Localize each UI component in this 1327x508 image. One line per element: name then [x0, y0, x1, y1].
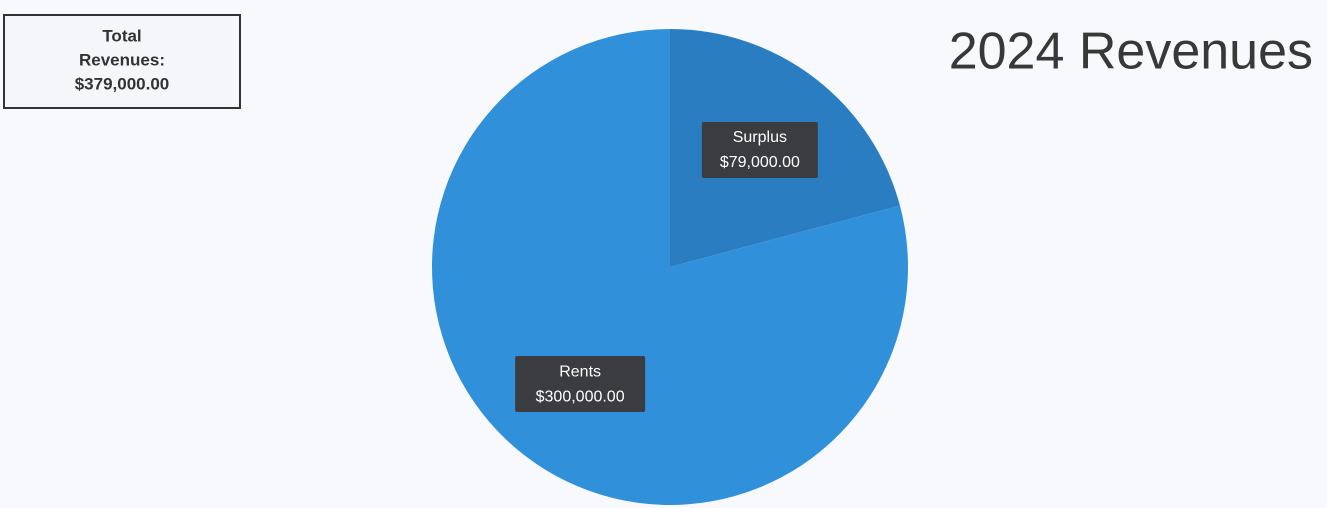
category-label: Rents — [559, 363, 601, 380]
value-label: $300,000.00 — [536, 388, 625, 405]
total-value: $379,000.00 — [75, 74, 170, 93]
value-label: $79,000.00 — [720, 154, 800, 171]
total-label-line1: Total — [102, 26, 141, 45]
data-label-box — [701, 121, 818, 178]
chart-title: 2024 Revenues — [949, 23, 1313, 81]
total-label-line2: Revenues: — [79, 50, 165, 69]
total-box — [3, 14, 241, 109]
data-label-box — [515, 356, 646, 413]
category-label: Surplus — [733, 129, 787, 146]
